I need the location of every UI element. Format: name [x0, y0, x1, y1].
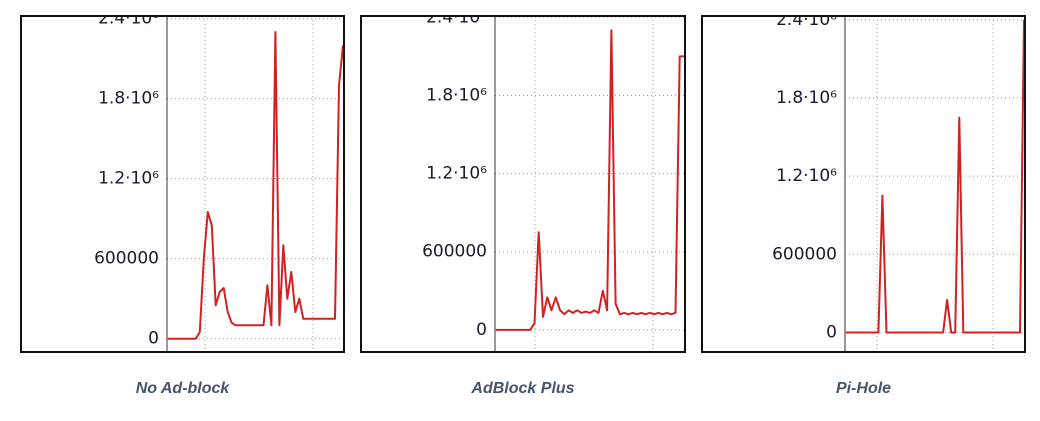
plot-group: 0 600000 1.2·10⁶ 1.8·10⁶ 2.4·10⁶ [422, 7, 685, 352]
data-line [496, 29, 684, 331]
panel-border [701, 15, 1026, 353]
y-tick-label: 1.8·10⁶ [426, 85, 487, 105]
y-tick-label: 1.8·10⁶ [776, 88, 837, 108]
chart-caption: AdBlock Plus [470, 380, 574, 397]
y-tick-label: 600000 [772, 244, 837, 264]
y-tick-label: 2.4·10⁶ [98, 9, 159, 29]
y-tick-label: 0 [476, 320, 487, 340]
data-line [846, 19, 1025, 334]
chart-panel: 0 600000 1.2·10⁶ 1.8·10⁶ 2.4·10⁶ Pi-Hole [701, 10, 1026, 397]
y-tick-label: 2.4·10⁶ [426, 7, 487, 27]
panel-border [360, 15, 686, 353]
chart-caption: Pi-Hole [836, 380, 891, 397]
data-line [168, 31, 344, 340]
y-tick-label: 600000 [94, 249, 159, 269]
plot-background [167, 16, 344, 352]
plot-background [495, 16, 685, 352]
chart-panel: 0 600000 1.2·10⁶ 1.8·10⁶ 2.4·10⁶ No Ad-block [20, 9, 345, 397]
y-tick-label: 1.2·10⁶ [776, 166, 837, 186]
y-tick-label: 2.4·10⁶ [776, 10, 837, 30]
plot-background [845, 16, 1025, 352]
y-tick-label: 0 [826, 322, 837, 342]
plot-group: 0 600000 1.2·10⁶ 1.8·10⁶ 2.4·10⁶ [94, 9, 344, 352]
y-tick-label: 0 [148, 329, 159, 349]
y-tick-label: 1.2·10⁶ [426, 164, 487, 184]
y-tick-label: 1.8·10⁶ [98, 89, 159, 109]
panel-border [20, 15, 345, 353]
y-tick-label: 1.2·10⁶ [98, 169, 159, 189]
plot-group: 0 600000 1.2·10⁶ 1.8·10⁶ 2.4·10⁶ [772, 10, 1025, 352]
chart-caption: No Ad-block [136, 380, 231, 397]
y-tick-label: 600000 [422, 242, 487, 262]
chart-panel: 0 600000 1.2·10⁶ 1.8·10⁶ 2.4·10⁶ AdBlock Plus [360, 7, 686, 397]
